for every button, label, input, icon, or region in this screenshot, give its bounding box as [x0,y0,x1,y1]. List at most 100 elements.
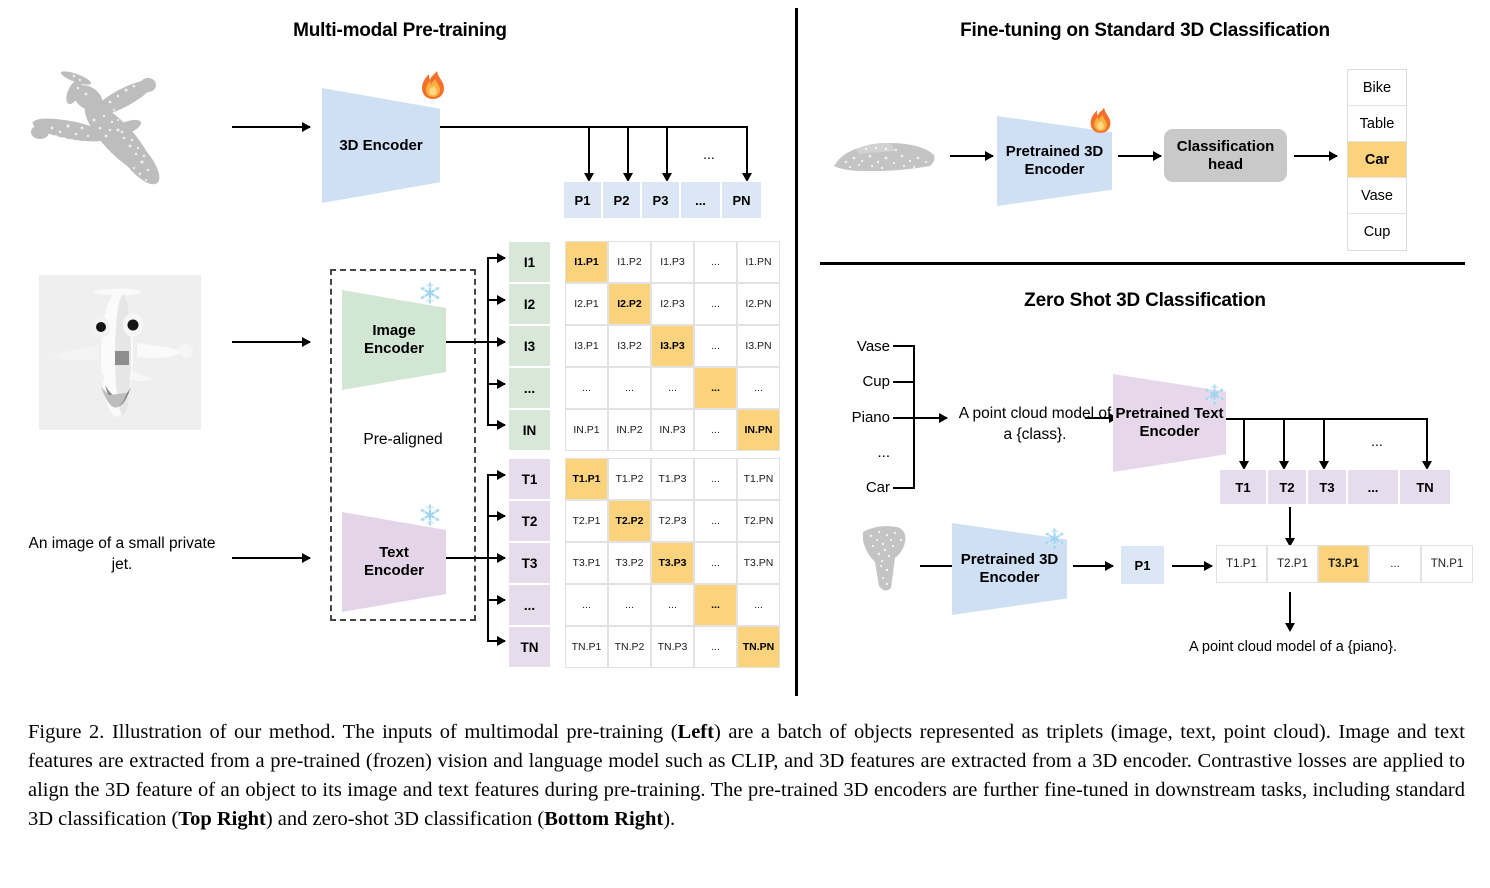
figure-caption: Figure 2. Illustration of our method. Th… [28,718,1465,834]
text-sim-cell-r4-c4: ... [694,584,737,626]
private-jet-render [39,275,201,430]
caption-part-3: ) and zero-shot 3D classification ( [265,808,545,831]
snowflake-icon [1205,384,1224,405]
caption-bold-top-right: Top Right [178,808,266,831]
text-feature-trunk [1226,418,1428,420]
text-sim-cell-r5-c1: TN.P1 [565,626,608,668]
arrow-encoder-to-head [1118,151,1162,161]
zeroshot-class-piano: Piano [851,409,890,426]
arrow-scores-to-result [1285,592,1295,632]
prompt-template-line2: a {class}. [1003,425,1067,443]
text-feature-ellipsis: ... [1371,433,1383,449]
zeroshot-class-ellipsis: ... [877,444,890,461]
arrow-to-in [487,420,506,430]
zeroshot-class-vase: Vase [856,338,890,355]
image-sim-cell-r3-c1: I3.P1 [565,325,608,367]
zs-feature-t2[interactable]: T2 [1267,469,1307,505]
image-sim-cell-r2-c4: ... [694,283,737,325]
arrow-to-tn-zs [1422,418,1432,470]
pc-feature-ellipsis: ... [703,146,715,162]
image-sim-cell-r4-c2: ... [608,367,651,409]
text-sim-cell-r2-c1: T2.P1 [565,500,608,542]
class-option-vase[interactable]: Vase [1348,178,1406,214]
image-pointcloud-similarity-matrix: I1.P1 I1.P2 I1.P3... I1.PN I2.P1 I2.P2 I2.P3..… [565,241,780,451]
text-sim-cell-r2-c5: T2.PN [737,500,780,542]
score-cell-4: ... [1369,545,1421,583]
text-sim-cell-r4-c3: ... [651,584,694,626]
text-sim-cell-r5-c4: ... [694,626,737,668]
snowflake-icon [420,504,440,526]
pretrained-3d-encoder-label-line2: Encoder [1024,161,1085,178]
image-sim-cell-r2-c5: I2.PN [737,283,780,325]
zs-feature-t3[interactable]: T3 [1307,469,1347,505]
pc-feature-row: P1 P2 P3 ... PN [563,181,762,219]
arrow-to-t3-zs [1319,418,1329,470]
arrow-to-p3 [662,126,672,182]
fire-icon [1090,107,1111,133]
feature-i2[interactable]: I2 [509,283,550,325]
feature-t2[interactable]: T2 [509,500,550,542]
image-encoder-label-line2: Encoder [363,340,424,357]
arrow-image-to-encoder [232,337,311,347]
zs-feature-p1[interactable]: P1 [1121,546,1164,584]
text-feature-labels: T1 T2 T3 ... TN [509,458,550,668]
arrow-to-i1 [487,253,506,263]
zs-feature-t1[interactable]: T1 [1219,469,1267,505]
text-sim-cell-r4-c5: ... [737,584,780,626]
feature-pn[interactable]: PN [721,181,762,219]
feature-i1[interactable]: I1 [509,241,550,283]
feature-p3[interactable]: P3 [641,181,680,219]
class-option-table[interactable]: Table [1348,106,1406,142]
arrow-head-to-classes [1294,151,1338,161]
score-cell-3: T3.P1 [1318,545,1369,583]
pretrained-3d-encoder-zeroshot: Pretrained 3D Encoder [952,523,1067,615]
arrow-to-t2-zs [1279,418,1289,470]
snowflake-icon [420,282,440,304]
text-sim-cell-r3-c5: T3.PN [737,542,780,584]
text-sim-cell-r1-c5: T1.PN [737,458,780,500]
text-input-caption: An image of a small private jet. [28,535,216,573]
encoder-3d-label: 3D Encoder [339,136,423,154]
feature-t3[interactable]: T3 [509,542,550,584]
panel-title-left: Multi-modal Pre-training [293,20,507,41]
zs-feature-tn[interactable]: TN [1399,469,1451,505]
image-sim-cell-r2-c2: I2.P2 [608,283,651,325]
arrow-to-p1 [584,126,594,182]
snowflake-icon [1045,528,1064,549]
prealigned-label: Pre-aligned [363,431,443,448]
classification-head: Classification head [1164,129,1287,182]
panel-title-top-right: Fine-tuning on Standard 3D Classificatio… [960,20,1330,41]
classification-head-label-line1: Classification [1176,137,1275,155]
image-sim-cell-r3-c2: I3.P2 [608,325,651,367]
image-feature-labels: I1 I2 I3 ... IN [509,241,550,451]
feature-t1[interactable]: T1 [509,458,550,500]
image-sim-cell-r3-c3: I3.P3 [651,325,694,367]
zeroshot-class-car: Car [865,479,890,496]
feature-i3[interactable]: I3 [509,325,550,367]
feature-p-ellipsis: ... [680,181,721,219]
class-option-bike[interactable]: Bike [1348,70,1406,106]
vertical-divider [795,8,798,696]
zs-3d-encoder-label-line1: Pretrained 3D [960,551,1059,568]
pretrained-text-encoder-label-line1: Pretrained Text [1115,405,1224,422]
zeroshot-class-cup: Cup [862,373,890,390]
caption-part-2: ) are a batch of objects represented as … [28,721,1466,831]
airplane-point-cloud [31,71,160,185]
image-sim-cell-r5-c5: IN.PN [737,409,780,451]
class-option-car[interactable]: Car [1348,142,1406,178]
feature-tn[interactable]: TN [509,626,550,668]
feature-p2[interactable]: P2 [602,181,641,219]
text-sim-cell-r1-c3: T1.P3 [651,458,694,500]
image-sim-cell-r1-c1: I1.P1 [565,241,608,283]
pretrained-text-encoder-label-line2: Encoder [1139,423,1200,440]
image-sim-cell-r5-c1: IN.P1 [565,409,608,451]
fire-icon [422,71,444,99]
feature-in[interactable]: IN [509,409,550,451]
image-sim-cell-r3-c5: I3.PN [737,325,780,367]
pc-feature-trunk [440,126,748,128]
image-sim-cell-r5-c2: IN.P2 [608,409,651,451]
class-option-cup[interactable]: Cup [1363,224,1391,240]
caption-bold-bottom-right: Bottom Right [544,808,664,831]
feature-p1[interactable]: P1 [563,181,602,219]
zeroshot-result: A point cloud model of a {piano}. [1189,639,1397,655]
